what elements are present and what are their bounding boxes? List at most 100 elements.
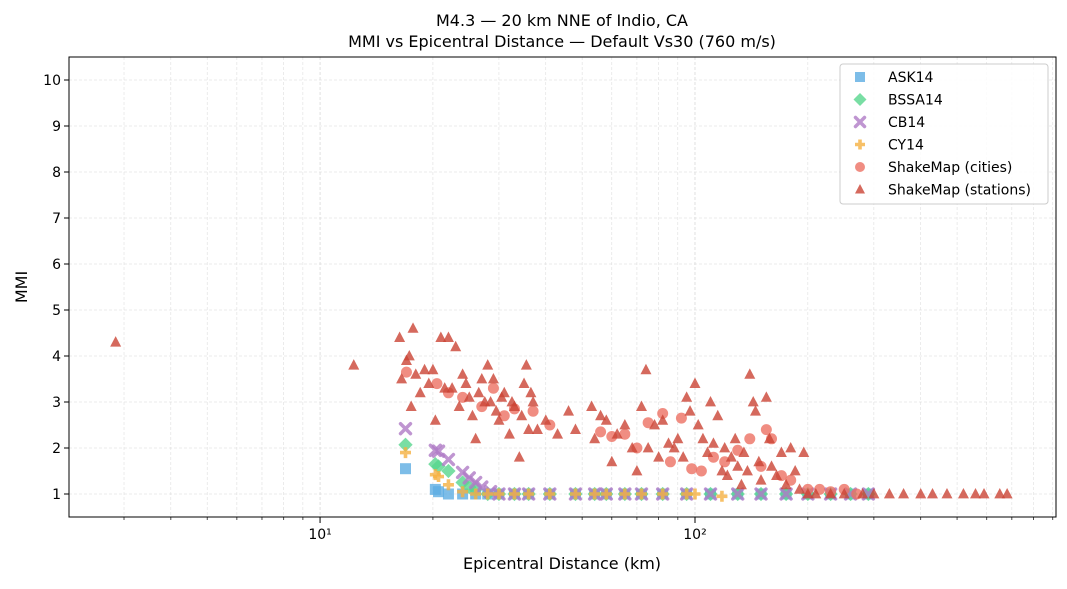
data-point-triangle	[697, 432, 709, 444]
data-point-triangle	[482, 359, 494, 370]
data-point-triangle	[110, 336, 122, 347]
data-point-triangle	[410, 368, 422, 379]
data-point-triangle	[689, 377, 701, 388]
data-point-x	[731, 487, 745, 501]
data-point-triangle	[446, 382, 458, 393]
data-point-triangle	[825, 487, 837, 499]
data-point-circle	[527, 405, 539, 417]
legend-label: CY14	[888, 138, 924, 154]
data-point-circle	[400, 366, 412, 378]
legend-plus-icon	[855, 139, 865, 150]
data-point-square	[433, 486, 445, 498]
data-point-triangle	[563, 405, 575, 416]
data-point-plus	[589, 488, 601, 500]
y-tick-label: 3	[52, 395, 61, 411]
data-point-plus	[600, 488, 612, 500]
data-point-triangle	[780, 478, 792, 490]
data-point-triangle	[657, 414, 669, 425]
data-point-triangle	[978, 487, 990, 499]
legend-square-icon	[855, 72, 865, 82]
data-point-x	[398, 421, 413, 436]
data-point-triangle	[642, 441, 654, 453]
data-point-triangle	[753, 455, 765, 467]
data-point-triangle	[707, 437, 719, 448]
data-point-triangle	[348, 359, 360, 370]
data-point-triangle	[789, 464, 801, 476]
data-point-plus	[657, 488, 669, 500]
chart-subtitle: MMI vs Epicentral Distance — Default Vs3…	[348, 32, 776, 51]
data-point-diamond	[441, 463, 456, 479]
y-tick-label: 8	[52, 165, 61, 181]
data-point-plus	[689, 488, 701, 500]
data-point-triangle	[435, 331, 447, 342]
data-point-circle	[760, 424, 772, 436]
data-point-plus	[544, 488, 556, 500]
data-point-triangle	[732, 460, 744, 471]
data-point-triangle	[755, 474, 767, 485]
legend-label: ShakeMap (cities)	[888, 160, 1012, 176]
data-point-triangle	[518, 377, 530, 388]
data-point-triangle	[898, 487, 910, 499]
data-point-plus	[442, 479, 454, 491]
data-point-triangle	[838, 487, 850, 499]
data-point-triangle	[725, 451, 737, 462]
data-point-plus	[619, 488, 631, 500]
legend-label: CB14	[888, 115, 925, 131]
data-point-circle	[686, 463, 698, 475]
y-tick-label: 6	[52, 257, 61, 273]
data-point-triangle	[463, 391, 475, 402]
data-point-triangle	[705, 395, 717, 407]
legend-box	[839, 63, 1049, 205]
data-point-triangle	[600, 414, 612, 425]
data-point-triangle	[771, 469, 783, 480]
data-point-triangle	[636, 400, 648, 411]
data-point-circle	[642, 417, 654, 429]
y-tick-label: 5	[52, 303, 61, 319]
data-point-triangle	[453, 400, 465, 411]
data-point-triangle	[503, 428, 515, 439]
data-point-triangle	[794, 483, 806, 494]
data-point-triangle	[721, 469, 733, 480]
data-point-plus	[523, 488, 535, 500]
y-tick-label: 10	[43, 73, 61, 89]
data-point-triangle	[439, 382, 451, 393]
data-point-x	[475, 480, 489, 494]
series-cb14	[398, 421, 876, 501]
data-point-triangle	[716, 464, 728, 476]
data-point-triangle	[586, 400, 598, 411]
data-point-triangle	[429, 414, 441, 425]
data-point-triangle	[407, 322, 419, 333]
data-point-triangle	[516, 409, 528, 421]
data-point-triangle	[747, 395, 759, 407]
y-tick-label: 2	[52, 441, 61, 457]
y-tick-label: 4	[52, 349, 61, 365]
legend-label: ASK14	[888, 70, 934, 86]
data-point-triangle	[640, 363, 652, 375]
y-tick-label: 9	[52, 119, 61, 135]
data-point-triangle	[927, 487, 939, 499]
data-point-triangle	[414, 386, 426, 398]
data-point-x	[703, 487, 718, 501]
data-point-triangle	[802, 487, 814, 499]
data-point-triangle	[668, 441, 680, 453]
data-point-triangle	[470, 432, 482, 444]
data-point-triangle	[798, 446, 810, 457]
data-point-plus	[569, 488, 581, 500]
x-tick-label: 10²	[683, 527, 706, 543]
data-point-triangle	[493, 414, 505, 425]
data-point-triangle	[702, 446, 714, 457]
data-point-triangle	[531, 423, 543, 434]
data-point-triangle	[631, 464, 643, 476]
data-point-triangle	[466, 409, 478, 421]
legend-diamond-icon	[853, 93, 867, 106]
data-point-triangle	[513, 451, 525, 462]
data-point-plus	[470, 488, 482, 500]
data-point-triangle	[403, 349, 415, 361]
legend-x-icon	[853, 115, 867, 129]
data-point-circle	[431, 378, 443, 390]
data-point-triangle	[619, 418, 631, 430]
data-point-triangle	[490, 405, 502, 416]
data-point-diamond	[398, 437, 413, 452]
data-point-triangle	[473, 386, 485, 398]
